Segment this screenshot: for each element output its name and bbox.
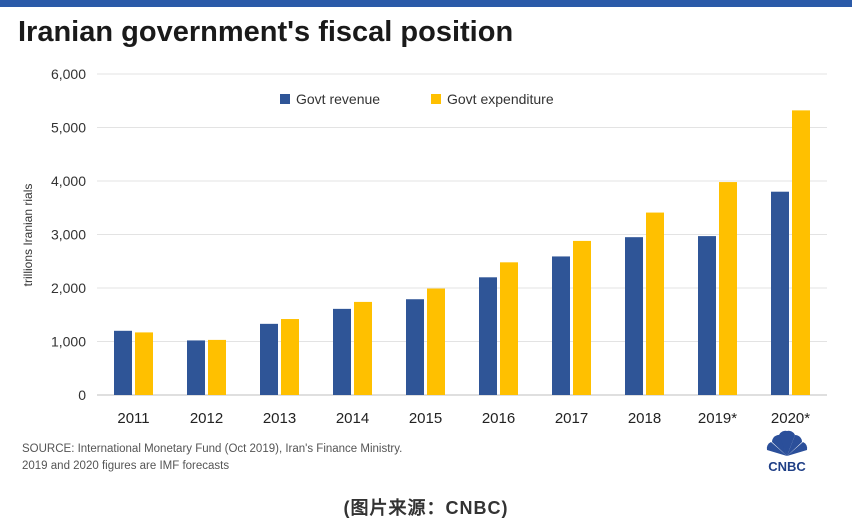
expenditure-bar: [719, 182, 737, 395]
revenue-bar: [187, 340, 205, 395]
revenue-bar: [260, 323, 278, 395]
y-tick-label: 4,000: [51, 173, 86, 189]
expenditure-bar: [281, 319, 299, 395]
expenditure-bar: [646, 212, 664, 395]
y-tick-label: 0: [78, 387, 86, 403]
revenue-bar: [479, 277, 497, 395]
expenditure-bar: [135, 332, 153, 395]
legend-label-expenditure: Govt expenditure: [447, 91, 554, 107]
y-tick-label: 1,000: [51, 334, 86, 350]
x-tick-label: 2012: [190, 410, 223, 427]
cnbc-logo-text: CNBC: [768, 459, 806, 474]
revenue-bar: [698, 236, 716, 395]
x-tick-label: 2015: [409, 410, 442, 427]
peacock-icon: [766, 430, 808, 456]
chart-title: Iranian government's fiscal position: [18, 16, 514, 48]
expenditure-bar: [792, 110, 810, 395]
expenditure-bar: [354, 301, 372, 395]
revenue-bar: [333, 308, 351, 395]
x-tick-label: 2011: [117, 410, 149, 427]
expenditure-bar: [208, 339, 226, 395]
top-accent-bar: [0, 0, 852, 7]
cnbc-logo: CNBC: [766, 430, 808, 474]
expenditure-bar: [427, 288, 445, 395]
revenue-bar: [625, 237, 643, 395]
legend-swatch-expenditure: [431, 94, 441, 104]
x-tick-label: 2016: [482, 410, 515, 427]
source-line-2: 2019 and 2020 figures are IMF forecasts: [22, 460, 230, 472]
revenue-bar: [771, 191, 789, 395]
y-tick-label: 6,000: [51, 66, 86, 82]
expenditure-bar: [500, 262, 518, 395]
expenditure-bar: [573, 240, 591, 395]
image-caption: (图片来源：CNBC): [343, 498, 509, 518]
x-tick-label: 2018: [628, 410, 661, 427]
y-tick-label: 2,000: [51, 280, 86, 296]
source-line-1: SOURCE: International Monetary Fund (Oct…: [22, 443, 403, 455]
x-tick-label: 2013: [263, 410, 296, 427]
legend-swatch-revenue: [280, 94, 290, 104]
legend-label-revenue: Govt revenue: [296, 91, 380, 107]
revenue-bar: [406, 299, 424, 395]
x-tick-label: 2014: [336, 410, 369, 427]
source-note: SOURCE: International Monetary Fund (Oct…: [22, 441, 402, 475]
y-tick-label: 5,000: [51, 120, 86, 136]
x-tick-label: 2020*: [771, 410, 810, 427]
x-tick-label: 2017: [555, 410, 588, 427]
x-tick-label: 2019*: [698, 410, 737, 427]
bar-chart: 0 1,000 2,000 3,000 4,000 5,000 6,000 trillions…: [21, 66, 827, 427]
revenue-bar: [114, 330, 132, 395]
revenue-bar: [552, 256, 570, 395]
y-axis-label: trillions Iranian rials: [21, 184, 35, 287]
y-tick-label: 3,000: [51, 227, 86, 243]
